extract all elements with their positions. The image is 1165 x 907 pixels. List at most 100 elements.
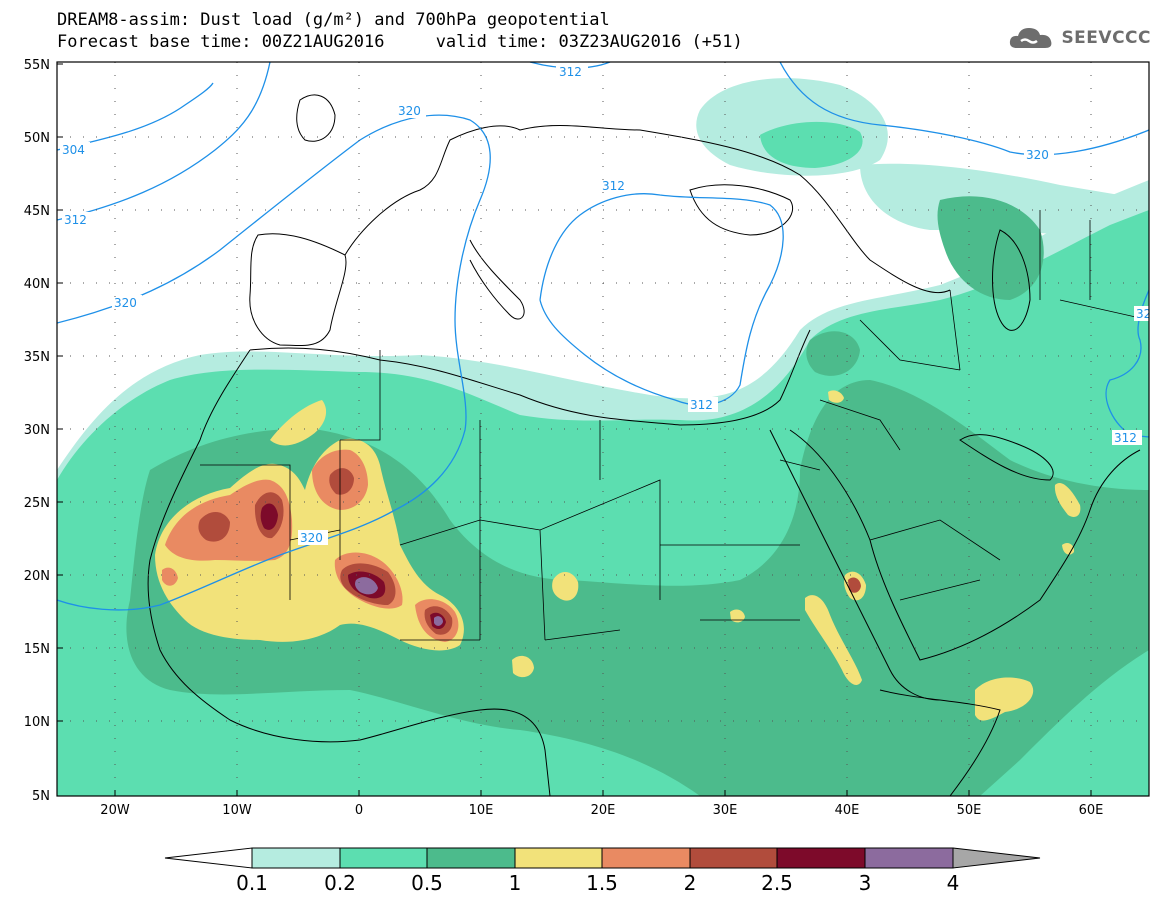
forecast-time-subtitle: Forecast base time: 00Z21AUG2016 valid t… (57, 32, 743, 52)
longitude-labels: 20W 10W 0 10E 20E 30E 40E 50E 60E (100, 803, 1103, 818)
coastline-north-africa (249, 329, 811, 426)
lat-label: 30N (24, 423, 50, 438)
coastline-caspian (992, 229, 1031, 331)
contour-label: 320 (398, 104, 421, 118)
dust-level-1 (975, 677, 1034, 721)
colorbar-low-arrow (164, 847, 253, 869)
contour-label-bg (62, 212, 94, 227)
lat-label: 15N (24, 642, 50, 657)
contour-label-bg (112, 295, 142, 310)
dust-level-1 (1054, 482, 1081, 517)
colorbar-label: 2.5 (761, 871, 793, 895)
coastline-red-sea (769, 429, 941, 701)
lon-label: 20E (591, 803, 616, 818)
colorbar-bin (864, 847, 954, 869)
dust-level-2 (329, 468, 354, 495)
contour-label: 312 (1114, 431, 1137, 445)
dust-level-1 (805, 595, 862, 685)
dust-level-1 (270, 400, 327, 446)
dust-level-1 (552, 571, 579, 601)
contour-304 (57, 82, 214, 151)
latitude-labels: 55N 50N 45N 40N 35N 30N 25N 20N 15N 10N … (24, 58, 50, 804)
contour-label: 312 (602, 179, 625, 193)
coastline-persian-gulf (959, 434, 1054, 481)
dust-level-2 (198, 511, 230, 542)
axis-ticks (57, 63, 1092, 796)
contour-label: 312 (559, 65, 582, 79)
colorbar-label: 0.5 (411, 871, 443, 895)
colorbar-bin (689, 847, 778, 869)
coastline-west-africa (147, 349, 551, 796)
coastline-arabia (789, 429, 1141, 661)
contour-320-north (779, 62, 1149, 156)
country-borders (200, 210, 1149, 641)
lon-label: 30E (713, 803, 738, 818)
contour-label-bg (1024, 147, 1054, 162)
dust-level-1 (512, 655, 534, 678)
colorbar-bin (251, 847, 341, 869)
coastline-black-sea (689, 184, 793, 236)
dust-level-0.2 (760, 121, 863, 168)
contour-label-bg (60, 142, 90, 157)
lat-label: 45N (24, 204, 50, 219)
contour-320-west (57, 114, 491, 611)
lon-label: 0 (355, 803, 363, 818)
contour-label-bg (396, 103, 426, 118)
graticule (57, 62, 1149, 796)
lat-label: 40N (24, 277, 50, 292)
dust-level-3 (434, 616, 443, 626)
colorbar-bin (426, 847, 516, 869)
contour-label: 320 (1136, 307, 1159, 321)
coastline-europe (344, 125, 951, 294)
coastline-british-isles (296, 94, 336, 142)
colorbar-bin (514, 847, 603, 869)
contour-label: 320 (300, 531, 323, 545)
lat-label: 25N (24, 496, 50, 511)
colorbar-bin (339, 847, 428, 869)
dust-level-0.5 (937, 196, 1044, 300)
lon-label: 20W (100, 803, 130, 818)
colorbar (164, 847, 1041, 869)
contour-label: 312 (690, 398, 713, 412)
coastline-west-europe (249, 233, 347, 347)
colorbar-bin (601, 847, 691, 869)
lon-label: 10W (222, 803, 252, 818)
dust-level-0.1 (860, 163, 1149, 240)
dust-level-1 (730, 609, 745, 623)
contour-312-west (57, 62, 271, 221)
coastline-italy (469, 239, 525, 320)
dust-level-0.5 (806, 331, 860, 376)
dust-level-1 (828, 390, 844, 403)
coastline-horn-of-africa (879, 689, 1001, 796)
colorbar-label: 4 (947, 871, 960, 895)
lat-label: 5N (32, 789, 50, 804)
lon-label: 40E (835, 803, 860, 818)
contour-label-bg (600, 178, 630, 193)
lat-label: 20N (24, 569, 50, 584)
logo-text: SEEVCCC (1061, 28, 1151, 48)
seevccc-logo: SEEVCCC (1007, 24, 1151, 52)
contour-label-bg (688, 397, 718, 412)
lat-label: 55N (24, 58, 50, 73)
map-title: DREAM8-assim: Dust load (g/m²) and 700hP… (57, 10, 610, 30)
colorbar-label: 0.1 (236, 871, 268, 895)
lat-label: 50N (24, 131, 50, 146)
contour-label-bg (1112, 430, 1142, 445)
lon-label: 10E (469, 803, 494, 818)
contour-label-bg (1134, 306, 1149, 321)
dust-level-2.5 (260, 503, 278, 530)
lon-label: 50E (957, 803, 982, 818)
contour-label: 304 (62, 143, 85, 157)
cloud-icon (1010, 28, 1052, 48)
colorbar-bin (776, 847, 866, 869)
colorbar-label: 1.5 (586, 871, 618, 895)
colorbar-high-arrow (952, 847, 1041, 869)
colorbar-label: 2 (684, 871, 697, 895)
colorbar-label: 3 (859, 871, 872, 895)
map-area: 304 312 320 312 320 312 320 320 312 320 … (57, 62, 1159, 796)
dust-level-3 (355, 577, 378, 595)
lat-label: 35N (24, 350, 50, 365)
contour-labels: 304 312 320 312 320 312 320 320 312 320 … (60, 64, 1159, 545)
contour-label: 320 (114, 296, 137, 310)
